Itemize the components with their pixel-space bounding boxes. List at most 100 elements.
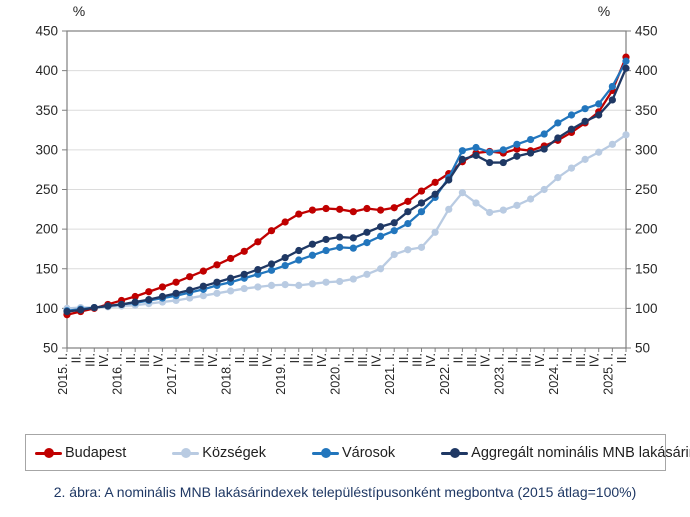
- series-point: [77, 306, 85, 314]
- unit-label-left: %: [73, 3, 85, 19]
- series-point: [445, 176, 453, 184]
- x-axis-label: IV.: [479, 353, 493, 367]
- series-point: [567, 164, 576, 172]
- series-point: [281, 261, 289, 270]
- series-point: [186, 273, 194, 281]
- series-point: [308, 251, 317, 259]
- series-point: [199, 282, 207, 290]
- x-axis-label: III.: [192, 353, 206, 367]
- series-point: [281, 218, 289, 226]
- y-axis-label-left: 250: [35, 182, 58, 197]
- series-point: [486, 148, 494, 156]
- series-point: [540, 185, 548, 194]
- series-point: [63, 307, 71, 316]
- series-point: [622, 57, 630, 65]
- y-axis-label-left: 450: [35, 24, 58, 39]
- x-axis-label: II.: [451, 353, 465, 363]
- x-axis-label: 2019. I.: [274, 353, 288, 395]
- series-point: [363, 228, 371, 236]
- legend-line-dot-icon: [35, 447, 62, 458]
- chart-legend: Budapest Községek Városok Aggregált nominál…: [25, 434, 690, 471]
- y-axis-label-right: 50: [635, 341, 650, 356]
- x-axis-label: III.: [83, 353, 97, 367]
- series-point: [513, 201, 521, 209]
- series-point: [295, 210, 303, 218]
- series-point: [254, 238, 262, 246]
- series-point: [199, 292, 207, 300]
- series-point: [322, 235, 330, 244]
- series-point: [349, 244, 357, 252]
- series-point: [390, 250, 398, 259]
- y-axis-label-left: 300: [35, 142, 58, 157]
- y-axis-label-right: 350: [635, 103, 658, 118]
- x-axis-label: 2017. I.: [165, 353, 179, 395]
- series-point: [499, 206, 507, 214]
- y-axis-label-left: 150: [35, 261, 58, 276]
- series-point: [486, 208, 494, 217]
- series-point: [213, 278, 221, 286]
- legend-label: Budapest: [65, 444, 127, 461]
- x-axis-label: 2018. I.: [220, 353, 234, 395]
- series-point: [213, 261, 221, 269]
- series-point: [540, 145, 548, 153]
- series-point: [213, 289, 221, 297]
- series-point: [158, 292, 167, 301]
- series-point: [581, 105, 589, 113]
- legend-label: Községek: [202, 444, 266, 461]
- x-axis-label: 2020. I.: [329, 353, 343, 395]
- series-point: [308, 206, 317, 214]
- chart-area: 50 50 100 100 150 150 200 200 250 250 300 300 350 350…: [35, 3, 658, 395]
- x-axis-label: 2016. I.: [111, 353, 125, 395]
- series-point: [472, 143, 480, 152]
- series-point: [172, 289, 180, 297]
- y-axis-label-right: 400: [635, 63, 658, 78]
- series-point: [172, 278, 180, 286]
- legend-line-dot-icon: [172, 447, 200, 458]
- series-point: [417, 243, 426, 251]
- x-axis-label: IV.: [533, 353, 547, 367]
- series-point: [595, 148, 603, 156]
- y-axis-label-right: 300: [635, 142, 658, 157]
- series-point: [458, 189, 466, 197]
- figure-caption: 2. ábra: A nominális MNB lakásárindexek …: [53, 484, 637, 500]
- series-point: [267, 260, 276, 268]
- series-point: [240, 284, 248, 293]
- series-point: [281, 281, 289, 289]
- series-point: [513, 152, 521, 160]
- series-point: [458, 155, 466, 163]
- series-point: [417, 187, 426, 195]
- y-axis-label-right: 150: [635, 261, 658, 276]
- series-point: [376, 206, 385, 214]
- series-point: [417, 199, 426, 207]
- x-axis-label: III.: [356, 353, 370, 367]
- x-axis-label: II.: [288, 353, 302, 363]
- x-axis-label: III.: [138, 353, 152, 367]
- x-axis-label: IV.: [151, 353, 165, 367]
- series-point: [281, 254, 289, 262]
- y-axis-label-right: 450: [635, 24, 658, 39]
- x-axis-label: 2022. I.: [438, 353, 452, 395]
- series-point: [554, 119, 562, 127]
- series-point: [581, 155, 589, 163]
- series-point: [336, 233, 344, 241]
- series-point: [117, 300, 126, 309]
- x-axis-label: 2021. I.: [383, 353, 397, 395]
- series-point: [554, 174, 562, 182]
- series-point: [431, 190, 439, 198]
- series-point: [145, 296, 153, 304]
- legend-line-dot-icon: [311, 447, 339, 458]
- series-point: [417, 208, 426, 216]
- series-point: [295, 281, 303, 289]
- legend-item-budapest: Budapest: [35, 445, 126, 461]
- series-point: [472, 199, 480, 207]
- series-point: [363, 270, 371, 278]
- series-point: [567, 111, 576, 119]
- series-point: [349, 234, 357, 242]
- y-axis-label-right: 100: [635, 301, 658, 316]
- series-point: [540, 130, 548, 138]
- x-axis-label: III.: [301, 353, 315, 367]
- x-axis-label: III.: [574, 353, 588, 367]
- x-axis-label: II.: [342, 353, 356, 363]
- series-point: [567, 125, 576, 133]
- legend-label: Aggregált nominális MNB lakásárindex: [471, 444, 690, 461]
